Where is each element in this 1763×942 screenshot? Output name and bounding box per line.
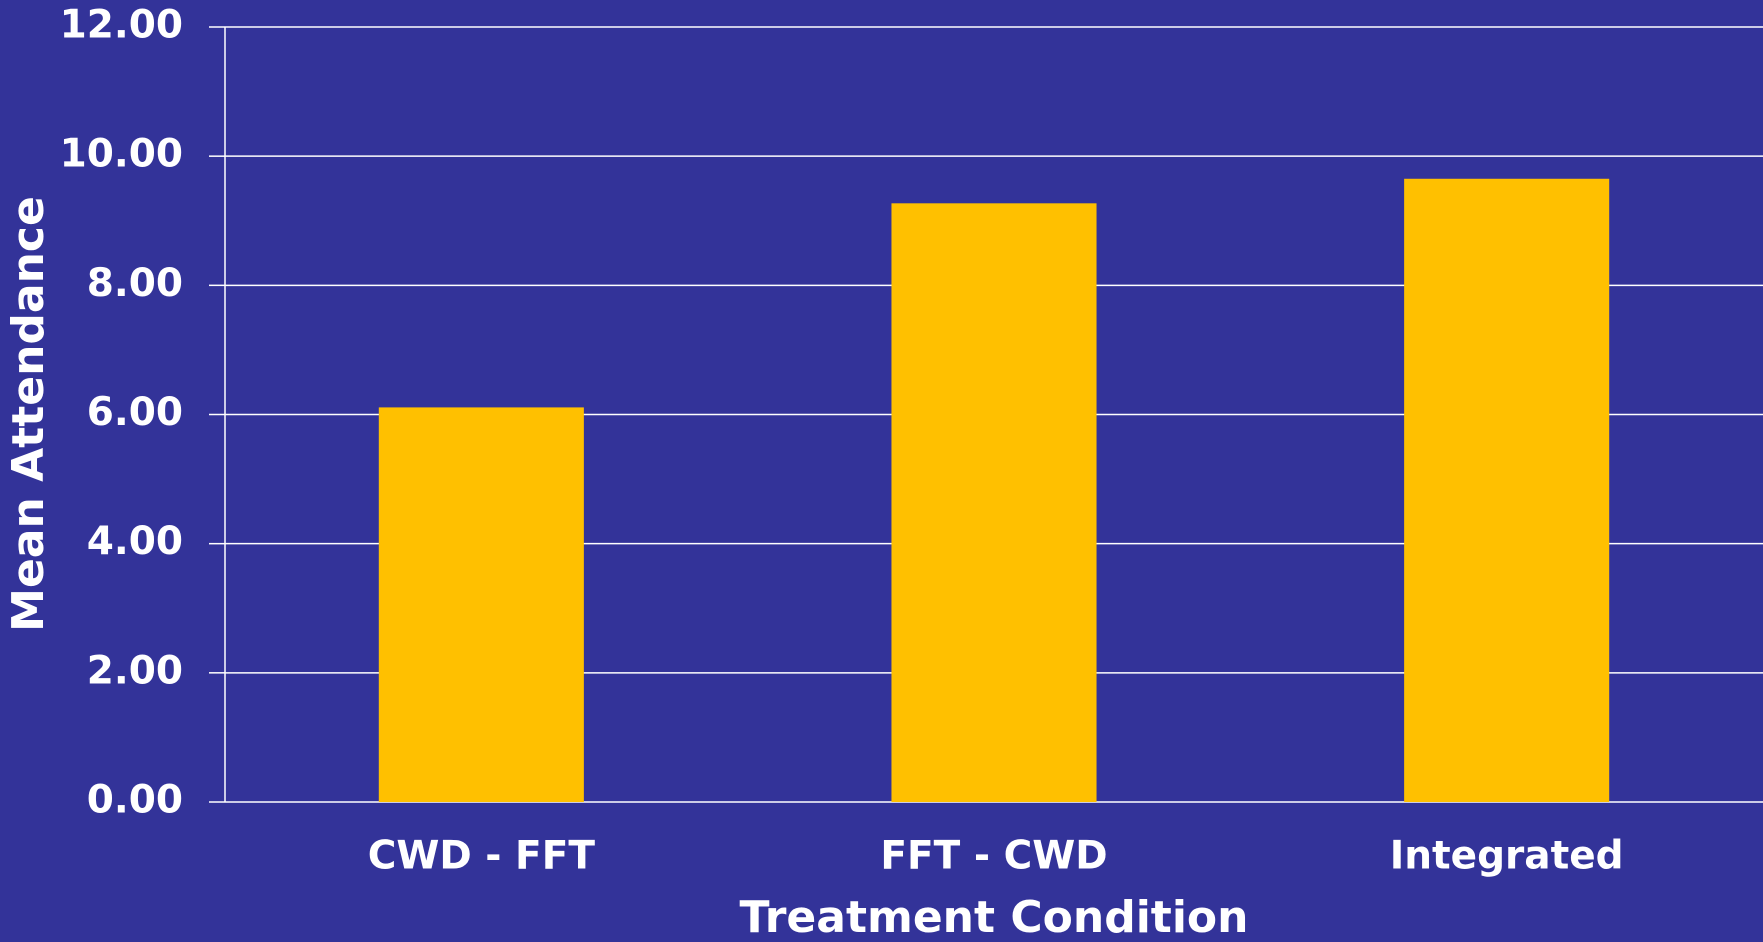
y-tick-label: 8.00 bbox=[87, 261, 183, 306]
bar bbox=[378, 407, 584, 802]
y-tick-label: 4.00 bbox=[87, 519, 183, 564]
y-tick-label: 12.00 bbox=[60, 3, 183, 48]
bar bbox=[891, 203, 1097, 802]
y-tick-label: 10.00 bbox=[60, 132, 183, 177]
y-axis-title: Mean Attendance bbox=[3, 196, 54, 632]
bar bbox=[1404, 178, 1610, 803]
x-tick-label: FFT - CWD bbox=[880, 834, 1107, 879]
x-tick-label: Integrated bbox=[1390, 834, 1624, 879]
x-tick-label: CWD - FFT bbox=[368, 834, 596, 879]
y-tick-label: 2.00 bbox=[87, 648, 183, 693]
y-tick-label: 6.00 bbox=[87, 390, 183, 435]
y-tick-label: 0.00 bbox=[87, 778, 183, 823]
x-axis-title: Treatment Condition bbox=[740, 892, 1249, 942]
